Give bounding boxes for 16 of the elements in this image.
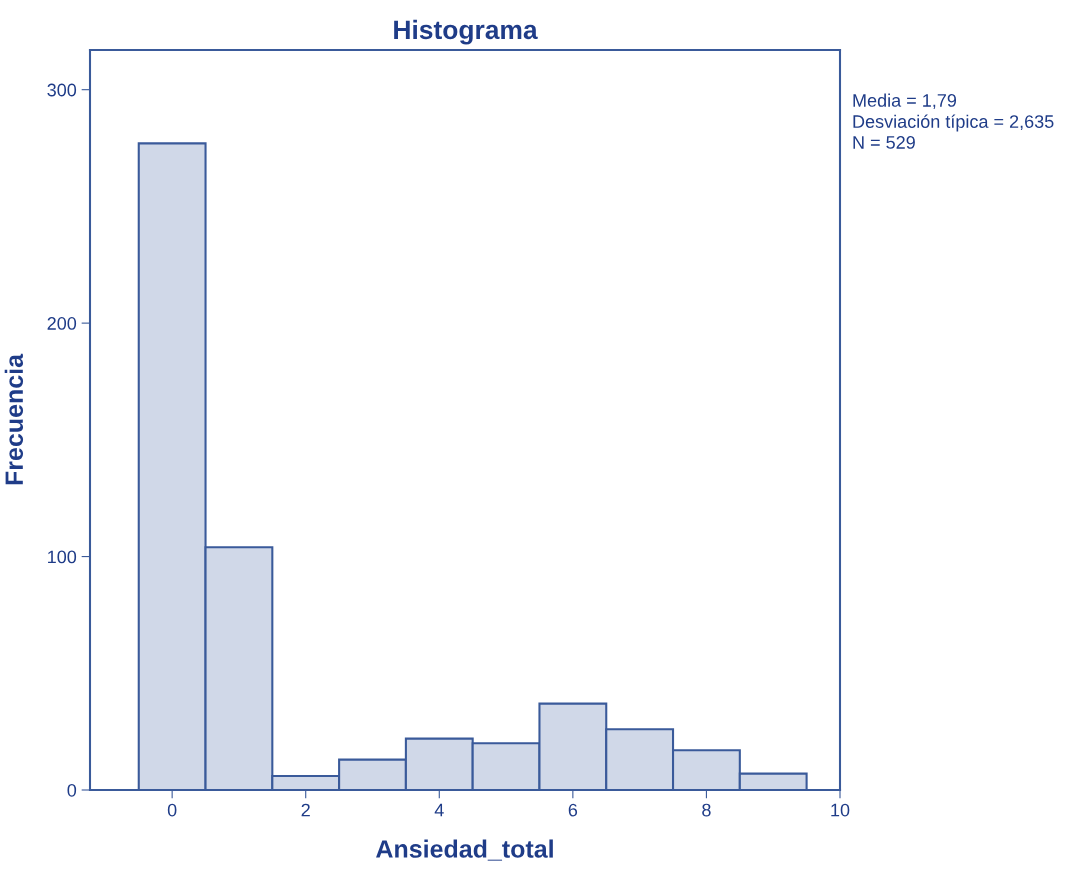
x-tick-label: 8 (702, 803, 711, 817)
text: N = 529 (853, 136, 915, 149)
x-tick-label: 4 (434, 803, 444, 817)
y-tick-label: 300 (47, 83, 77, 97)
x-tick-label: 10 (831, 803, 850, 817)
x-axis-title: Ansiedad_total (376, 839, 553, 861)
y-tick-label: 200 (47, 317, 77, 330)
chart-title: Histograma (394, 19, 538, 45)
y-tick-label: 100 (48, 550, 77, 564)
x-tick-label: 2 (301, 803, 310, 817)
x-tick-label: 0 (167, 803, 177, 817)
text: Media = 1,79 (853, 93, 957, 109)
x-tick-label: 6 (568, 803, 578, 817)
y-tick-label: 0 (67, 783, 77, 797)
y-axis-title: Frecuencia (4, 353, 24, 485)
text: Desviación típica = 2,635 (853, 114, 1054, 132)
